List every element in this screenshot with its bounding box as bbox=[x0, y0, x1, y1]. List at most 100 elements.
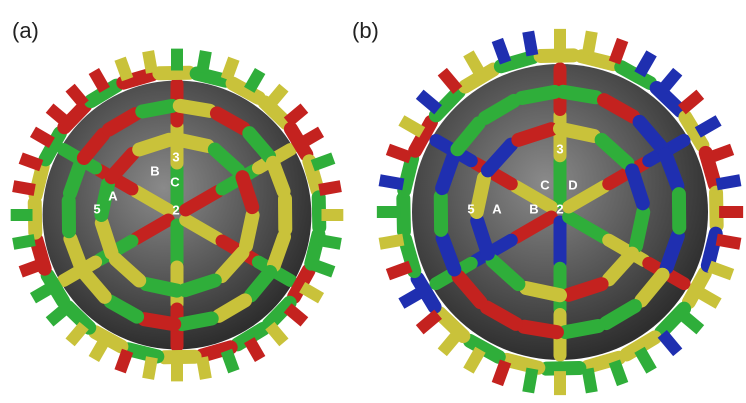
stub bbox=[420, 314, 438, 329]
stub bbox=[148, 51, 152, 73]
site-label: A bbox=[492, 201, 502, 216]
rod bbox=[506, 360, 538, 368]
stub bbox=[50, 108, 67, 122]
stub bbox=[717, 240, 741, 244]
stub bbox=[614, 362, 622, 385]
stub bbox=[50, 308, 67, 322]
rod bbox=[541, 55, 574, 56]
stub bbox=[497, 40, 505, 63]
stub bbox=[698, 292, 719, 304]
rod bbox=[246, 215, 253, 246]
stub bbox=[682, 94, 700, 109]
stub bbox=[698, 120, 719, 132]
stub bbox=[21, 264, 42, 271]
stub bbox=[94, 340, 105, 359]
rod bbox=[159, 73, 189, 74]
stub bbox=[70, 88, 84, 105]
stub bbox=[94, 71, 105, 90]
rod bbox=[563, 92, 596, 98]
rod bbox=[177, 139, 208, 146]
stub bbox=[288, 108, 305, 122]
stub bbox=[302, 132, 321, 143]
stub bbox=[13, 240, 35, 244]
stub bbox=[388, 266, 411, 274]
site-label: B bbox=[529, 201, 538, 216]
stub bbox=[588, 32, 592, 56]
stub bbox=[202, 357, 206, 379]
stub bbox=[401, 292, 422, 304]
stub bbox=[380, 180, 404, 184]
site-label: B bbox=[150, 163, 159, 178]
rod bbox=[35, 203, 36, 233]
rod bbox=[70, 239, 81, 267]
rod bbox=[70, 165, 80, 194]
stub bbox=[202, 51, 206, 73]
stub bbox=[288, 308, 305, 322]
site-label: 2 bbox=[172, 202, 179, 217]
site-label: 2 bbox=[556, 201, 563, 216]
stub bbox=[640, 350, 652, 371]
stub bbox=[270, 326, 284, 343]
stub bbox=[319, 240, 341, 244]
stub bbox=[710, 149, 733, 157]
stub bbox=[249, 340, 260, 359]
stub bbox=[442, 334, 457, 352]
stub bbox=[148, 357, 152, 379]
stub bbox=[33, 132, 52, 143]
stub bbox=[33, 287, 52, 298]
stub bbox=[302, 287, 321, 298]
rod bbox=[522, 92, 555, 98]
stub bbox=[468, 350, 480, 371]
site-label: D bbox=[568, 177, 577, 192]
panel-label: (a) bbox=[12, 18, 39, 43]
stub bbox=[682, 314, 700, 329]
rod bbox=[142, 106, 172, 112]
stub bbox=[70, 326, 84, 343]
stub bbox=[13, 186, 35, 190]
site-label: 3 bbox=[172, 149, 179, 164]
stub bbox=[710, 266, 733, 274]
rod bbox=[146, 284, 177, 291]
rod bbox=[144, 319, 174, 324]
stub bbox=[226, 59, 233, 80]
stub bbox=[401, 120, 422, 132]
rod bbox=[716, 193, 717, 226]
rod bbox=[547, 368, 580, 369]
rod bbox=[139, 140, 169, 150]
site-label: 5 bbox=[93, 201, 100, 216]
rod bbox=[404, 158, 412, 190]
stub bbox=[21, 158, 42, 165]
rod bbox=[636, 212, 643, 246]
stub bbox=[270, 88, 284, 105]
stub bbox=[313, 264, 334, 271]
stub bbox=[468, 53, 480, 74]
rod bbox=[165, 357, 195, 358]
stub bbox=[588, 369, 592, 393]
stub bbox=[226, 351, 233, 372]
stub bbox=[662, 334, 677, 352]
panel-label: (b) bbox=[352, 18, 379, 43]
site-label: 3 bbox=[556, 141, 563, 156]
rod bbox=[526, 288, 560, 295]
rod bbox=[708, 234, 716, 266]
rod bbox=[180, 106, 210, 111]
rod bbox=[565, 326, 598, 332]
stub bbox=[120, 59, 127, 80]
rod bbox=[182, 319, 212, 325]
site-label: 5 bbox=[467, 201, 474, 216]
rod bbox=[524, 327, 557, 333]
rod bbox=[273, 163, 284, 191]
stub bbox=[420, 94, 438, 109]
stub bbox=[528, 32, 532, 56]
stub bbox=[388, 149, 411, 157]
stub bbox=[249, 71, 260, 90]
site-label: A bbox=[108, 188, 118, 203]
rod bbox=[101, 184, 108, 215]
stub bbox=[640, 53, 652, 74]
stub bbox=[380, 240, 404, 244]
site-label: C bbox=[540, 177, 550, 192]
rod bbox=[560, 129, 594, 136]
stub bbox=[120, 351, 127, 372]
rod bbox=[102, 223, 112, 253]
site-label: C bbox=[170, 174, 180, 189]
